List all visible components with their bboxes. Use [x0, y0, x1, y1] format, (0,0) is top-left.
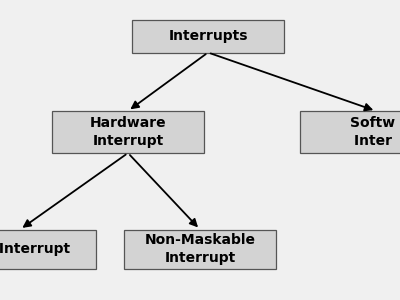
Text: Softw 
Inter: Softw Inter — [350, 116, 400, 148]
FancyBboxPatch shape — [52, 111, 204, 153]
FancyBboxPatch shape — [124, 230, 276, 268]
Text: ble Interrupt: ble Interrupt — [0, 242, 70, 256]
Text: Interrupts: Interrupts — [168, 29, 248, 43]
Text: Hardware
Interrupt: Hardware Interrupt — [90, 116, 166, 148]
FancyBboxPatch shape — [0, 230, 96, 268]
FancyBboxPatch shape — [300, 111, 400, 153]
Text: Non-Maskable
Interrupt: Non-Maskable Interrupt — [144, 233, 256, 265]
FancyBboxPatch shape — [132, 20, 284, 52]
